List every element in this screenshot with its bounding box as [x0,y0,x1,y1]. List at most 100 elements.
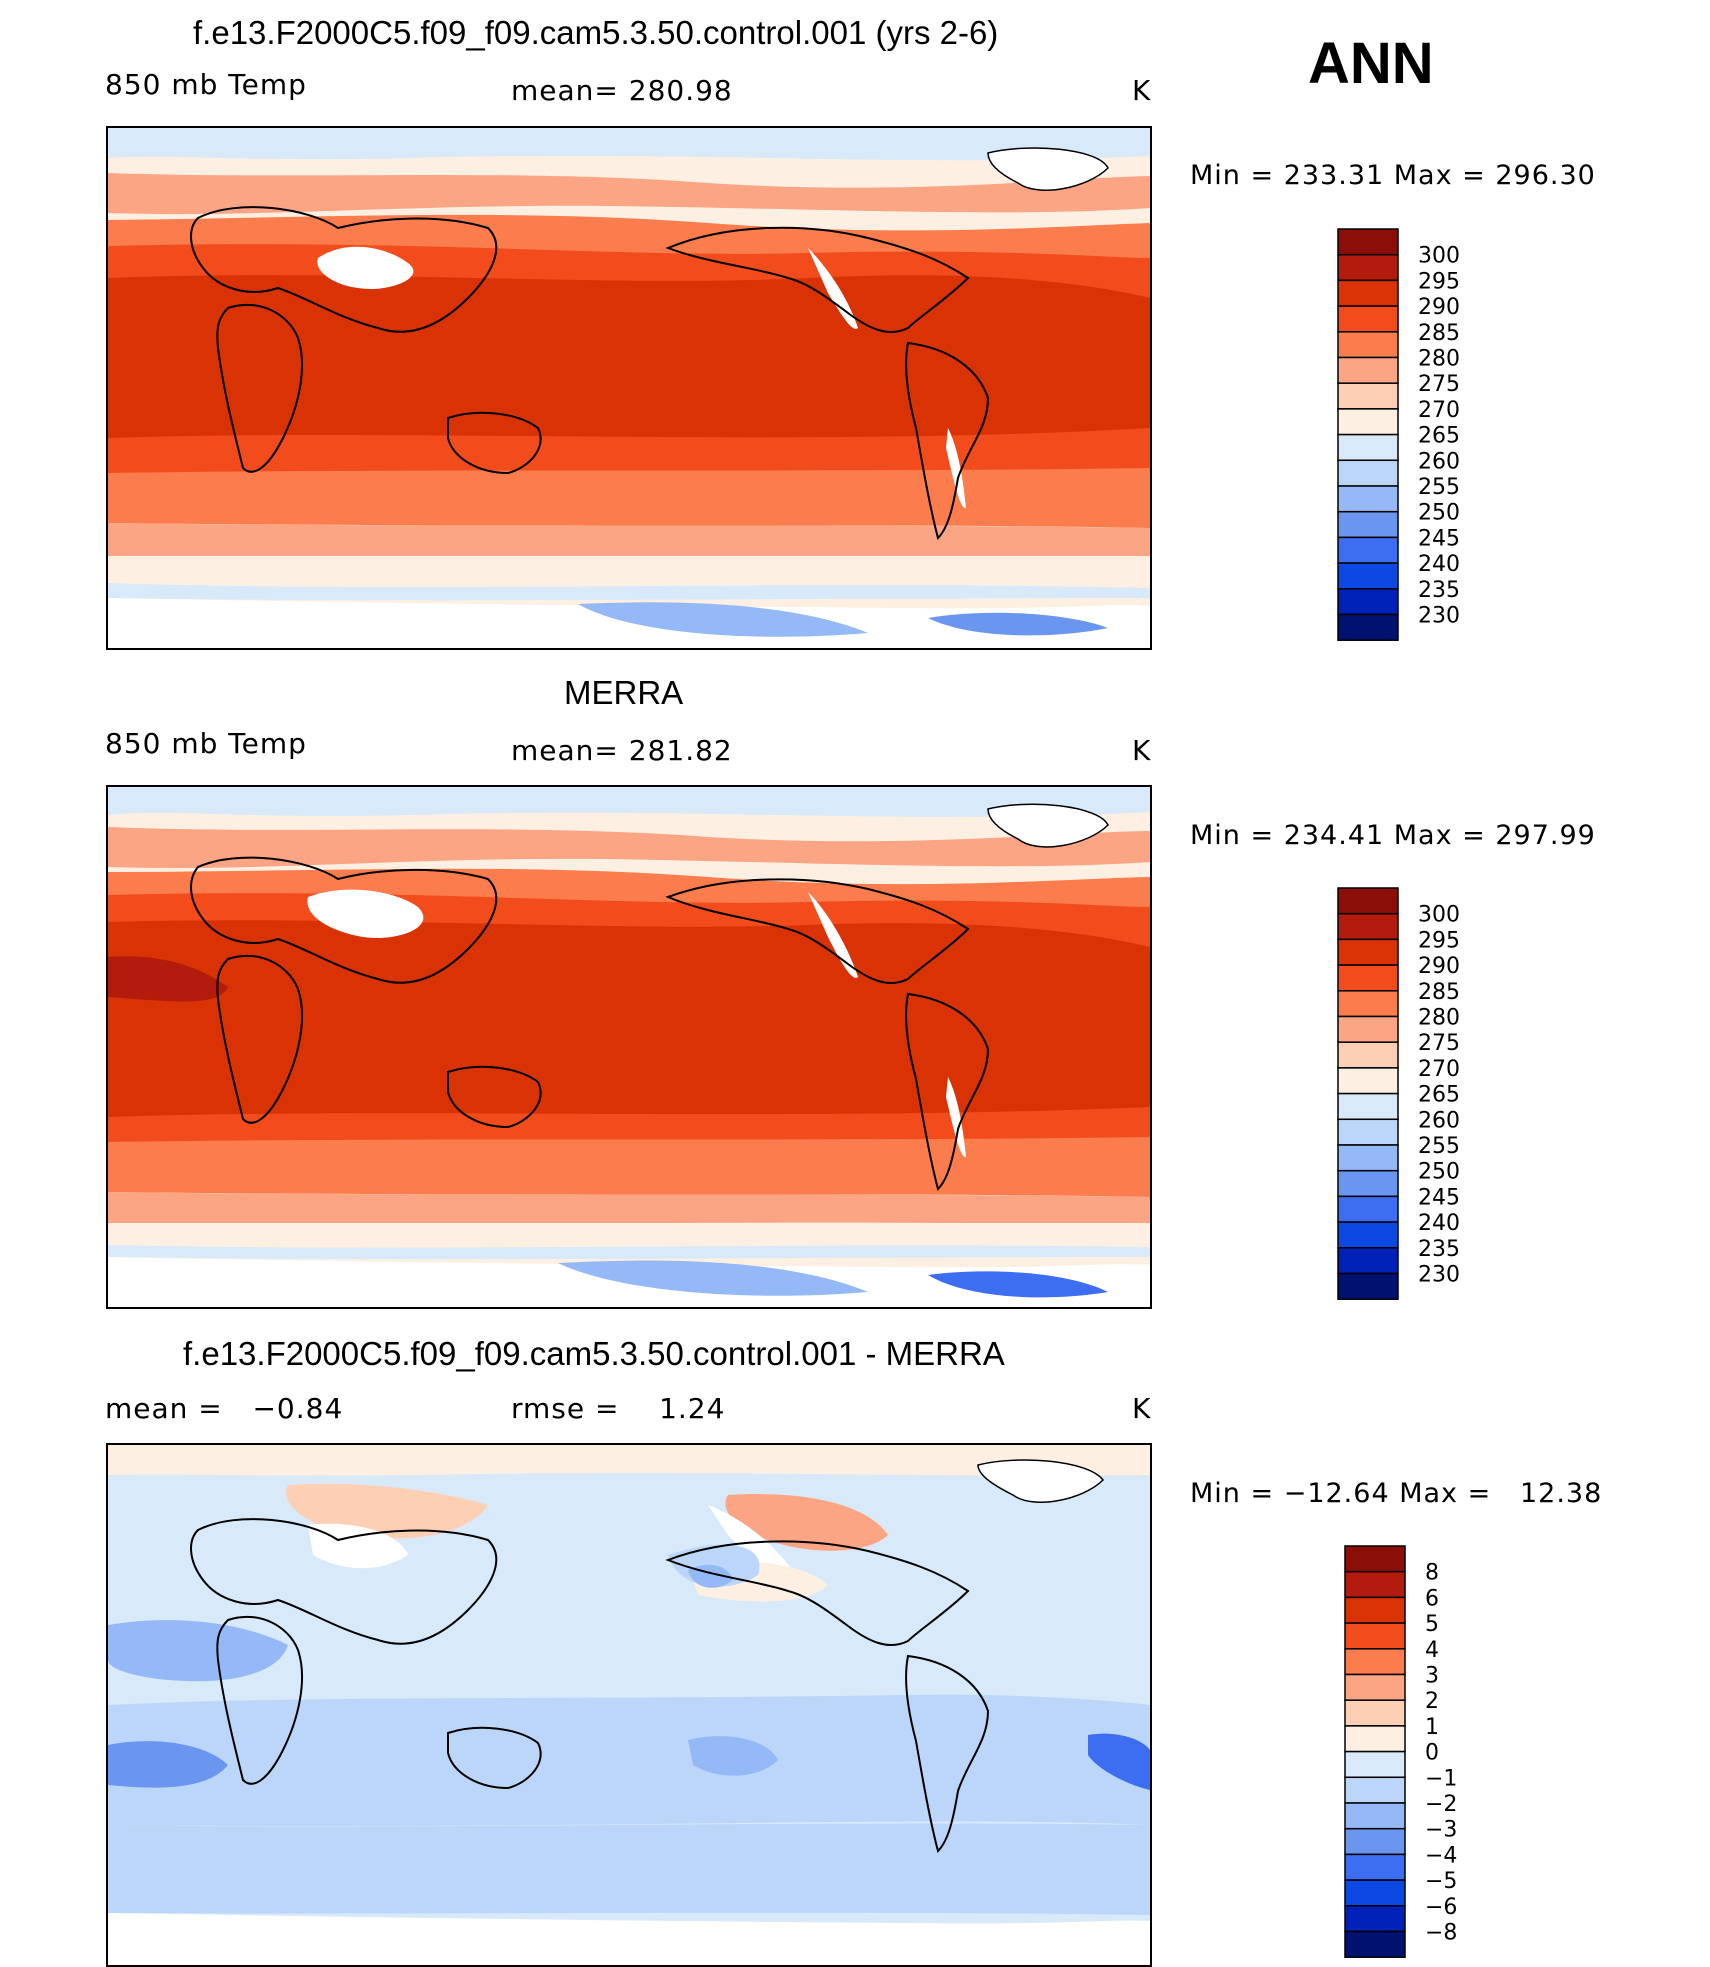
colorbar-label: 2 [1425,1689,1439,1714]
colorbar-label: 3 [1425,1664,1439,1689]
colorbar-swatch [1337,613,1399,641]
colorbar-label: −4 [1425,1843,1457,1868]
panel2-map [106,785,1152,1309]
colorbar-swatch [1337,562,1399,590]
colorbar-swatch [1344,1673,1406,1701]
colorbar-swatch [1337,964,1399,992]
colorbar-swatch [1337,1195,1399,1223]
colorbar-label: 300 [1418,903,1460,928]
panel2-variable-label: 850 mb Temp [105,727,307,760]
colorbar-label: −6 [1425,1895,1457,1920]
colorbar-label: 275 [1418,372,1460,397]
colorbar-swatch [1337,382,1399,410]
colorbar-label: 285 [1418,980,1460,1005]
panel1-minmax: Min = 233.31 Max = 296.30 [1190,160,1596,191]
colorbar-swatch [1337,1067,1399,1095]
colorbar-swatch [1337,938,1399,966]
colorbar-label: 270 [1418,1057,1460,1082]
colorbar-label: −3 [1425,1818,1457,1843]
colorbar-swatch [1337,1118,1399,1146]
colorbar-swatch [1337,1015,1399,1043]
panel2-mean-label: mean= 281.82 [511,734,733,767]
colorbar-swatch [1344,1930,1406,1958]
colorbar-swatch [1337,331,1399,359]
colorbar-swatch [1344,1853,1406,1881]
colorbar-swatch [1344,1776,1406,1804]
colorbar-label: 240 [1418,1211,1460,1236]
colorbar-label: 230 [1418,1263,1460,1288]
panel3-minmax: Min = −12.64 Max = 12.38 [1190,1478,1603,1509]
colorbar-label: 265 [1418,424,1460,449]
colorbar-label: 245 [1418,526,1460,551]
colorbar-swatch [1344,1699,1406,1727]
colorbar-swatch [1344,1570,1406,1599]
colorbar-label: 255 [1418,1134,1460,1159]
colorbar-label: 260 [1418,1108,1460,1133]
colorbar-swatch [1337,887,1399,915]
colorbar-label: 255 [1418,475,1460,500]
colorbar-label: 285 [1418,321,1460,346]
panel3-units: K [1132,1392,1152,1425]
panel2-units: K [1132,734,1152,767]
colorbar-label: 290 [1418,295,1460,320]
colorbar-swatch [1337,536,1399,564]
panel1-colorbar: 300 295 290 285 280 275 270 265 260 255 250 245 240 2… [1337,228,1460,641]
colorbar-swatch [1344,1879,1406,1907]
colorbar-swatch [1337,588,1399,616]
colorbar-swatch [1337,485,1399,513]
colorbar-label: 245 [1418,1185,1460,1210]
colorbar-label: −5 [1425,1869,1457,1894]
colorbar-label: 300 [1418,244,1460,269]
colorbar-swatch [1337,1247,1399,1275]
colorbar-swatch [1344,1905,1406,1933]
colorbar-swatch [1337,228,1399,256]
colorbar-swatch [1337,253,1399,282]
colorbar-swatch [1344,1750,1406,1779]
colorbar-swatch [1337,459,1399,487]
panel3-mean-label: mean = −0.84 [105,1392,344,1425]
colorbar-label: 290 [1418,954,1460,979]
colorbar-swatch [1337,279,1399,307]
panel3-map [106,1443,1152,1967]
colorbar-label: −1 [1425,1766,1457,1791]
colorbar-label: 6 [1425,1586,1439,1611]
colorbar-swatch [1337,305,1399,333]
colorbar-label: 280 [1418,1006,1460,1031]
panel2-colorbar: 300 295 290 285 280 275 270 265 260 255 250 245 240 2… [1337,887,1460,1300]
panel1-title: f.e13.F2000C5.f09_f09.cam5.3.50.control.… [193,14,999,51]
colorbar-swatch [1337,1144,1399,1172]
colorbar-label: 1 [1425,1715,1439,1740]
panel1-variable-label: 850 mb Temp [105,68,307,101]
colorbar-swatch [1344,1648,1406,1676]
colorbar-label: 270 [1418,398,1460,423]
panel3-colorbar: 8 6 5 4 3 2 1 0 −1 −2 −3 −4 −5 −6 −8 [1344,1545,1457,1958]
colorbar-swatch [1337,356,1399,384]
colorbar-swatch [1337,1272,1399,1300]
colorbar-label: 275 [1418,1031,1460,1056]
colorbar-swatch [1337,1169,1399,1198]
colorbar-label: 250 [1418,1160,1460,1185]
colorbar-swatch [1337,433,1399,462]
panel1-map [106,126,1152,650]
colorbar-swatch [1344,1545,1406,1573]
colorbar-swatch [1337,408,1399,436]
panel1-mean-label: mean= 280.98 [511,74,733,107]
colorbar-label: 295 [1418,928,1460,953]
panel3-title: f.e13.F2000C5.f09_f09.cam5.3.50.control.… [183,1335,1005,1372]
colorbar-label: 260 [1418,449,1460,474]
colorbar-label: 235 [1418,1237,1460,1262]
colorbar-label: 240 [1418,552,1460,577]
panel1-units: K [1132,74,1152,107]
colorbar-swatch [1344,1802,1406,1830]
season-label: ANN [1308,31,1434,96]
colorbar-swatch [1337,510,1399,539]
colorbar-label: 0 [1425,1741,1439,1766]
colorbar-label: 5 [1425,1612,1439,1637]
colorbar-label: −2 [1425,1792,1457,1817]
colorbar-label: 4 [1425,1638,1439,1663]
colorbar-swatch [1337,912,1399,941]
colorbar-label: 265 [1418,1083,1460,1108]
panel2-minmax: Min = 234.41 Max = 297.99 [1190,820,1596,851]
colorbar-label: 280 [1418,347,1460,372]
panel2-title: MERRA [564,674,684,711]
